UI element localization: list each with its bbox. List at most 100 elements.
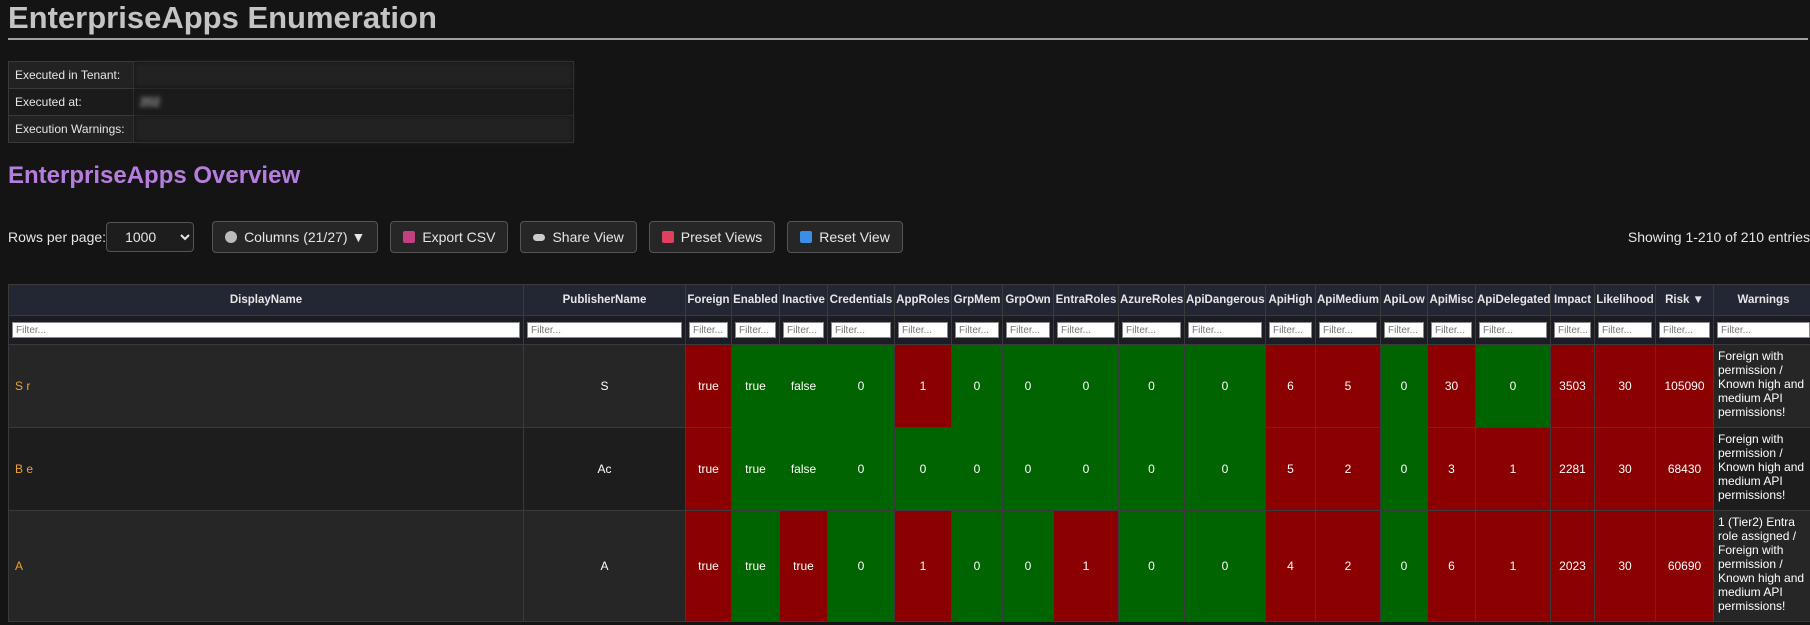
metric-cell: 0 — [951, 344, 1003, 428]
filter-input[interactable] — [1122, 322, 1181, 338]
column-header[interactable]: Inactive — [779, 284, 828, 316]
filter-input[interactable] — [689, 322, 728, 338]
column-header[interactable]: ApiHigh — [1265, 284, 1316, 316]
filter-input[interactable] — [1384, 322, 1424, 338]
icon — [661, 231, 674, 243]
metric-cell: 0 — [1002, 344, 1054, 428]
warnings: Foreign with permission / Known high and… — [1713, 427, 1810, 511]
label: Columns (21/27) ▼ — [244, 229, 366, 245]
filter-input[interactable] — [1188, 322, 1262, 338]
table-row[interactable]: B e Ac true true false 0 0 0 0 0 0 0 5 2 0 3 1 2281 30 6843… — [8, 427, 1810, 511]
column-header[interactable]: Risk ▼ — [1655, 284, 1714, 316]
metric-cell: 30 — [1427, 344, 1476, 428]
header-row: DisplayName PublisherName Foreign Enabled In… — [8, 284, 1810, 316]
column-header[interactable]: ApiMedium — [1315, 284, 1381, 316]
column-header[interactable]: GrpOwn — [1002, 284, 1054, 316]
filter-input[interactable] — [1431, 322, 1472, 338]
rows-select[interactable]: 1000 — [106, 222, 195, 252]
filter-input[interactable] — [955, 322, 999, 338]
metric-cell: false — [779, 427, 828, 511]
filter-cell — [1265, 315, 1316, 345]
columns-button[interactable]: Columns (21/27) ▼ — [212, 221, 379, 253]
column-header[interactable]: Foreign — [685, 284, 732, 316]
metric-cell: 6 — [1427, 510, 1476, 622]
filter-input[interactable] — [1319, 322, 1377, 338]
metric-cell: 0 — [827, 427, 895, 511]
column-header[interactable]: Enabled — [731, 284, 780, 316]
filter-cell — [1550, 315, 1595, 345]
metric-cell: 0 — [1118, 427, 1185, 511]
info-label: Executed at: — [8, 88, 134, 116]
filter-input[interactable] — [898, 322, 948, 338]
filter-input[interactable] — [783, 322, 824, 338]
column-header[interactable]: AzureRoles — [1118, 284, 1185, 316]
column-header[interactable]: ApiMisc — [1427, 284, 1476, 316]
column-header[interactable]: DisplayName — [8, 284, 524, 316]
column-header[interactable]: ApiLow — [1380, 284, 1428, 316]
publisher-name: A — [523, 510, 686, 622]
filter-cell — [1315, 315, 1381, 345]
column-header[interactable]: Likelihood — [1594, 284, 1656, 316]
filter-input[interactable] — [12, 322, 520, 338]
filter-input[interactable] — [735, 322, 776, 338]
filter-cell — [827, 315, 895, 345]
metric-cell: 0 — [1184, 427, 1266, 511]
filter-cell — [1380, 315, 1428, 345]
info-row: Execution Warnings: — [8, 115, 574, 143]
export-button[interactable]: Export CSV — [390, 221, 509, 253]
section-title: EnterpriseApps Overview — [8, 162, 301, 189]
column-header[interactable]: ApiDangerous — [1184, 284, 1266, 316]
filter-input[interactable] — [831, 322, 891, 338]
filter-input[interactable] — [1659, 322, 1710, 338]
column-header[interactable]: Warnings — [1713, 284, 1810, 316]
column-header[interactable]: Credentials — [827, 284, 895, 316]
info-label: Executed in Tenant: — [8, 61, 134, 89]
info-value — [133, 61, 574, 89]
metric-cell: 68430 — [1655, 427, 1714, 511]
share-button[interactable]: Share View — [520, 221, 637, 253]
column-header[interactable]: Impact — [1550, 284, 1595, 316]
filter-input[interactable] — [1269, 322, 1312, 338]
metric-cell: 0 — [1002, 510, 1054, 622]
metric-cell: 2 — [1315, 510, 1381, 622]
filter-cell — [894, 315, 952, 345]
filter-input[interactable] — [1717, 322, 1810, 338]
column-header[interactable]: EntraRoles — [1053, 284, 1119, 316]
filter-input[interactable] — [1554, 322, 1591, 338]
filter-cell — [779, 315, 828, 345]
metric-cell: 2 — [1315, 427, 1381, 511]
filter-cell — [1184, 315, 1266, 345]
column-header[interactable]: ApiDelegated — [1475, 284, 1551, 316]
filter-cell — [1713, 315, 1810, 345]
filter-input[interactable] — [1006, 322, 1050, 338]
metric-cell: 3503 — [1550, 344, 1595, 428]
column-header[interactable]: AppRoles — [894, 284, 952, 316]
filter-input[interactable] — [1479, 322, 1547, 338]
column-header[interactable]: GrpMem — [951, 284, 1003, 316]
filter-cell — [1594, 315, 1656, 345]
label: Export CSV — [422, 229, 496, 245]
column-header[interactable]: PublisherName — [523, 284, 686, 316]
filter-input[interactable] — [1057, 322, 1115, 338]
info-row: Executed in Tenant: — [8, 61, 574, 89]
metric-cell: 0 — [1380, 344, 1428, 428]
label: Share View — [552, 229, 624, 245]
metric-cell: 60690 — [1655, 510, 1714, 622]
data-table: DisplayName PublisherName Foreign Enabled In… — [8, 284, 1810, 622]
warnings: 1 (Tier2) Entra role assigned / Foreign … — [1713, 510, 1810, 622]
metric-cell: 0 — [1118, 510, 1185, 622]
metric-cell: 0 — [951, 510, 1003, 622]
info-table: Executed in Tenant: Executed at: 202 Execut… — [8, 61, 574, 143]
metric-cell: 1 — [894, 510, 952, 622]
preset-button[interactable]: Preset Views — [648, 221, 776, 253]
reset-button[interactable]: Reset View — [787, 221, 903, 253]
metric-cell: 30 — [1594, 427, 1656, 511]
metric-cell: 0 — [1053, 344, 1119, 428]
filter-input[interactable] — [527, 322, 682, 338]
metric-cell: 6 — [1265, 344, 1316, 428]
metric-cell: 1 — [1053, 510, 1119, 622]
filter-input[interactable] — [1598, 322, 1652, 338]
display-name: S r — [8, 344, 524, 428]
